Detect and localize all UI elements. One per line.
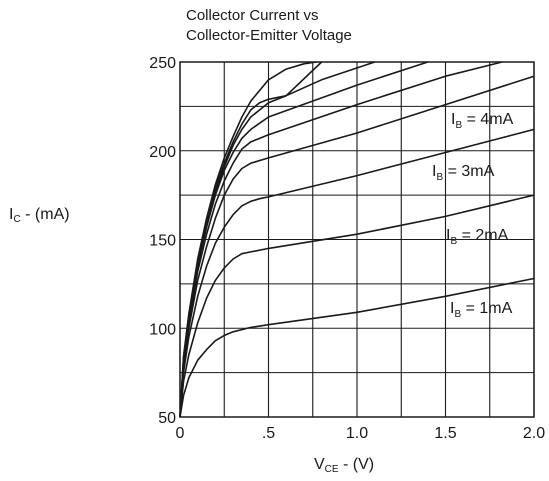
x-tick-label-4: 2.0 xyxy=(523,425,545,442)
x-axis-label-sub: CE xyxy=(324,464,339,475)
series-line-2 xyxy=(179,128,535,418)
y-tick-label-1: 100 xyxy=(149,321,176,338)
y-tick-label-2: 150 xyxy=(149,233,176,250)
chart-title-line-1: Collector Current vs xyxy=(186,7,319,24)
y-tick-label-0: 50 xyxy=(158,410,176,427)
series-line-1 xyxy=(179,194,535,418)
y-tick-label-3: 200 xyxy=(149,144,176,161)
series-line-8 xyxy=(179,61,317,418)
y-axis-label: IC - (mA) xyxy=(9,206,70,225)
series-line-0 xyxy=(179,277,535,418)
series-label-2: IB = 3mA xyxy=(432,163,495,183)
x-tick-label-3: 1.5 xyxy=(434,425,456,442)
x-tick-label-1: .5 xyxy=(262,425,275,442)
x-axis-label-suffix: - (V) xyxy=(338,456,375,473)
x-tick-label-2: 1.0 xyxy=(346,425,368,442)
chart-title-line-2: Collector-Emitter Voltage xyxy=(186,27,352,44)
y-axis-label-suffix: - (mA) xyxy=(20,206,70,223)
series-label-0: IB = 1mA xyxy=(450,300,513,320)
y-tick-label-4: 250 xyxy=(149,55,176,72)
x-axis-label: VCE - (V) xyxy=(314,456,374,475)
x-tick-label-0: 0 xyxy=(176,425,185,442)
plot-frame xyxy=(179,61,535,418)
x-axis-label-main: V xyxy=(314,456,325,473)
series-line-3 xyxy=(179,75,535,418)
y-axis-label-sub: C xyxy=(13,214,21,225)
series-label-4: IB = 4mA xyxy=(451,111,514,131)
y-axis-label-main: I xyxy=(9,206,14,223)
series-label-1: IB = 2mA xyxy=(446,227,509,247)
